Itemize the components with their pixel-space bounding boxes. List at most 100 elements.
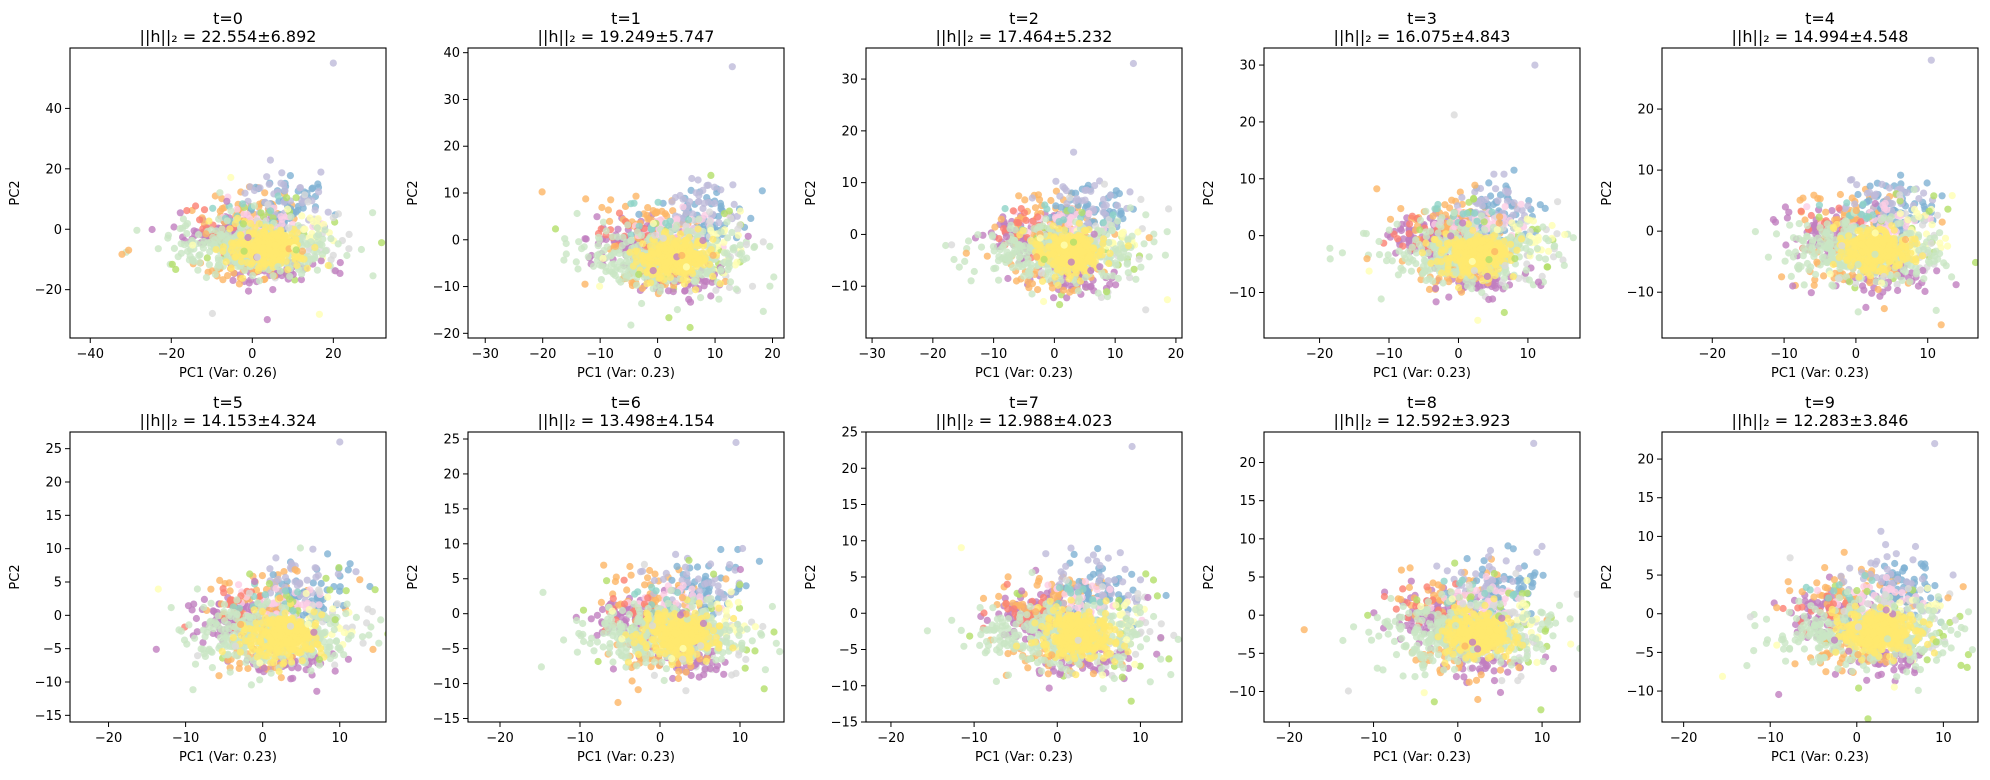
- scatter-point: [717, 280, 724, 287]
- scatter-point: [582, 195, 589, 202]
- scatter-point: [180, 215, 187, 222]
- scatter-point: [956, 264, 963, 271]
- scatter-point: [1006, 225, 1013, 232]
- x-tick-label: 0: [1050, 347, 1058, 362]
- scatter-point: [948, 241, 955, 248]
- scatter-point: [1005, 257, 1012, 264]
- scatter-point: [1492, 185, 1499, 192]
- scatter-point-outlier: [330, 60, 337, 67]
- scatter-point: [1059, 183, 1066, 190]
- scatter-point: [1096, 248, 1103, 255]
- scatter-point: [1423, 277, 1430, 284]
- y-tick-label: 10: [1239, 172, 1256, 187]
- scatter-point: [950, 256, 957, 263]
- scatter-point: [281, 187, 288, 194]
- scatter-point: [1103, 202, 1110, 209]
- scatter-point: [227, 207, 234, 214]
- scatter-point: [668, 198, 675, 205]
- scatter-point: [1526, 276, 1533, 283]
- scatter-point: [318, 257, 325, 264]
- scatter-point: [1020, 273, 1027, 280]
- scatter-point: [1037, 234, 1044, 241]
- scatter-point: [1492, 272, 1499, 279]
- scatter-point: [1021, 196, 1028, 203]
- scatter-point: [1422, 208, 1429, 215]
- y-tick-label: 0: [1248, 229, 1256, 244]
- scatter-point: [1082, 274, 1089, 281]
- scatter-point: [1025, 256, 1032, 263]
- scatter-point: [1822, 209, 1829, 216]
- scatter-point: [662, 220, 669, 227]
- scatter-point: [971, 268, 978, 275]
- scatter-point: [539, 188, 546, 195]
- scatter-point: [1477, 245, 1484, 252]
- scatter-point: [788, 156, 795, 163]
- scatter-point: [213, 246, 220, 253]
- scatter-point: [707, 292, 714, 299]
- scatter-point: [1109, 272, 1116, 279]
- x-tick-label: −10: [586, 347, 613, 362]
- scatter-point: [651, 232, 658, 239]
- scatter-point: [1004, 275, 1011, 282]
- scatter-point: [1142, 306, 1149, 313]
- scatter-point: [706, 218, 713, 225]
- scatter-point: [1099, 240, 1106, 247]
- scatter-point: [1112, 245, 1119, 252]
- scatter-point: [688, 175, 695, 182]
- scatter-point: [296, 184, 303, 191]
- plot-frame: [70, 48, 386, 338]
- scatter-point: [286, 273, 293, 280]
- scatter-point: [1433, 298, 1440, 305]
- x-axis-label: PC1 (Var: 0.23): [975, 366, 1073, 381]
- scatter-point: [1465, 199, 1472, 206]
- scatter-point: [1490, 171, 1497, 178]
- y-tick-label: 0: [850, 228, 858, 243]
- scatter-point: [1028, 290, 1035, 297]
- scatter-point: [1427, 260, 1434, 267]
- scatter-point: [600, 255, 607, 262]
- scatter-point: [335, 240, 342, 247]
- scatter-point: [164, 235, 171, 242]
- scatter-point: [809, 262, 816, 269]
- scatter-point: [1539, 223, 1546, 230]
- scatter-point: [1100, 219, 1107, 226]
- scatter-point: [1047, 197, 1054, 204]
- scatter-point: [1419, 270, 1426, 277]
- scatter-point: [706, 208, 713, 215]
- scatter-point: [606, 218, 613, 225]
- scatter-point: [232, 220, 239, 227]
- scatter-point: [1491, 248, 1498, 255]
- x-tick-label: −20: [529, 347, 556, 362]
- scatter-point: [745, 233, 752, 240]
- scatter-point: [283, 194, 290, 201]
- scatter-point: [189, 256, 196, 263]
- scatter-point: [736, 222, 743, 229]
- scatter-point: [1426, 286, 1433, 293]
- scatter-point: [1013, 277, 1020, 284]
- scatter-point: [264, 201, 271, 208]
- scatter-point: [1114, 202, 1121, 209]
- scatter-point: [327, 235, 334, 242]
- scatter-point: [1363, 255, 1370, 262]
- scatter-point: [699, 237, 706, 244]
- scatter-point: [215, 216, 222, 223]
- scatter-point: [624, 221, 631, 228]
- scatter-point: [266, 241, 273, 248]
- x-tick-label: −30: [858, 347, 885, 362]
- scatter-points: [118, 60, 385, 324]
- scatter-point: [1409, 213, 1416, 220]
- scatter-point: [751, 243, 758, 250]
- scatter-point: [217, 237, 224, 244]
- scatter-point: [1050, 294, 1057, 301]
- scatter-point: [1070, 149, 1077, 156]
- scatter-point: [615, 276, 622, 283]
- scatter-point: [133, 227, 140, 234]
- scatter-point: [1046, 269, 1053, 276]
- scatter-point: [1162, 252, 1169, 259]
- y-tick-label: 30: [443, 93, 460, 108]
- scatter-point: [358, 246, 365, 253]
- scatter-point: [254, 254, 261, 261]
- scatter-point: [206, 248, 213, 255]
